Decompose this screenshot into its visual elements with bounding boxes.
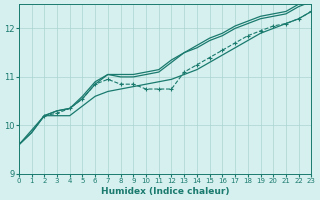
X-axis label: Humidex (Indice chaleur): Humidex (Indice chaleur)	[101, 187, 229, 196]
